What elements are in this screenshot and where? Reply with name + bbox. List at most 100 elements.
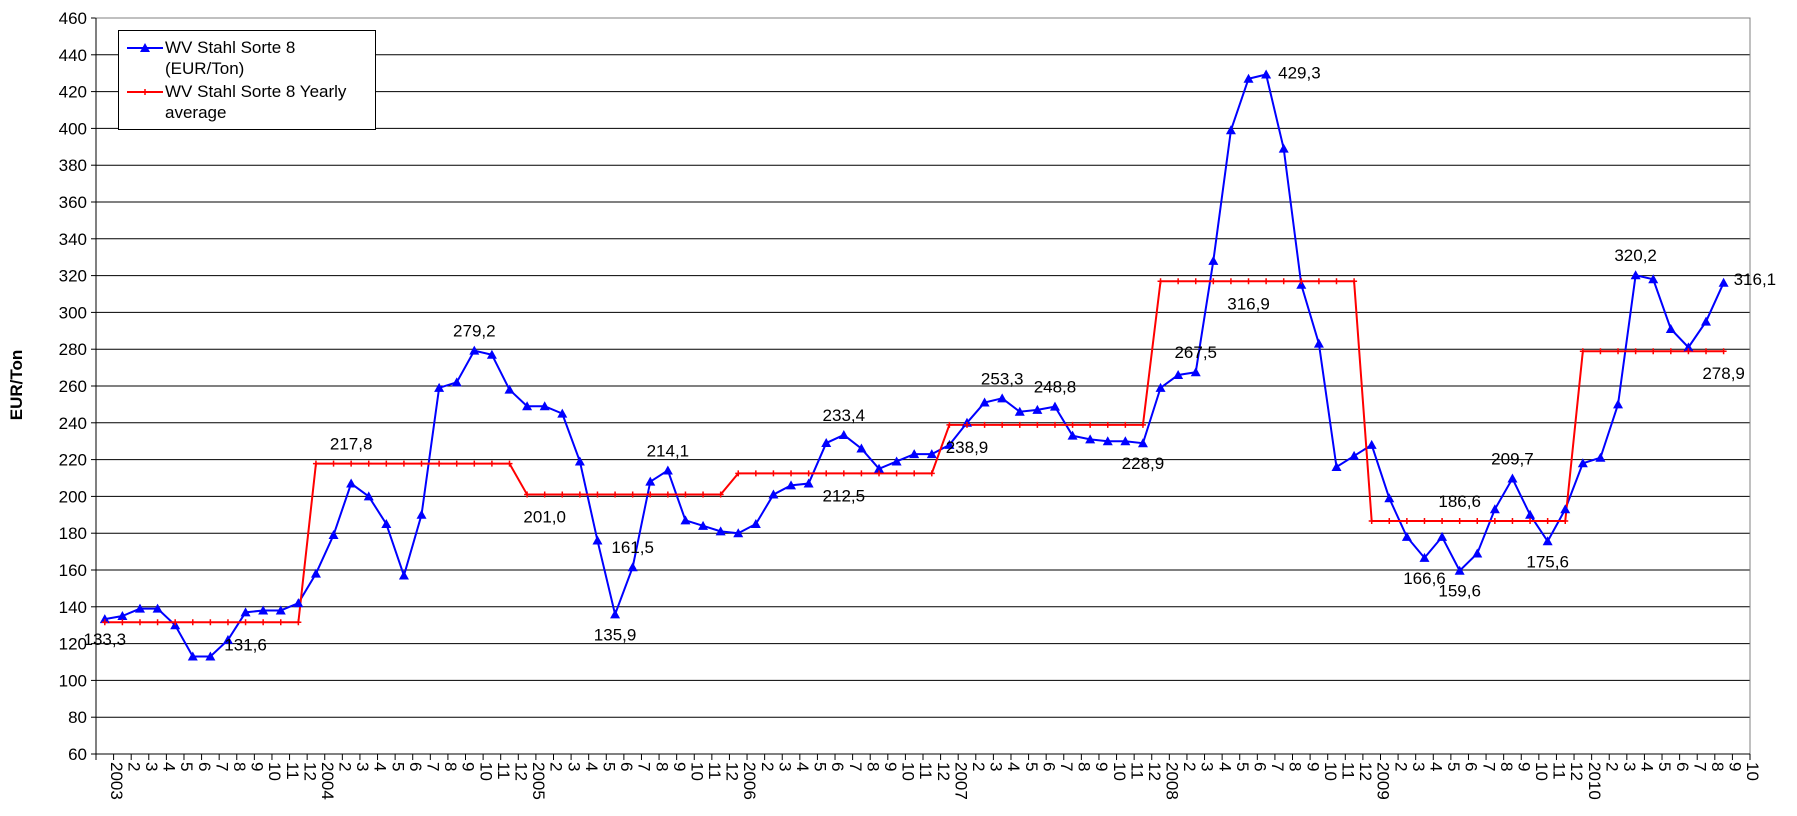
point (1384, 493, 1395, 503)
point (1120, 436, 1131, 446)
point (629, 491, 636, 498)
point (1368, 518, 1375, 525)
x-tick-label: 4 (1004, 762, 1023, 771)
point (963, 421, 970, 428)
point (539, 401, 550, 411)
y-tick-label: 260 (59, 377, 87, 396)
legend-marker (140, 43, 150, 52)
point (365, 460, 372, 467)
point (1386, 518, 1393, 525)
x-tick-label: 3 (1620, 762, 1639, 771)
x-tick-label: 6 (406, 762, 425, 771)
x-tick-label: 7 (846, 762, 865, 771)
point (821, 438, 832, 448)
point (310, 568, 321, 578)
point (471, 460, 478, 467)
x-tick-label: 8 (1286, 762, 1305, 771)
data-label: 161,5 (611, 538, 654, 557)
x-tick-label: 3 (564, 762, 583, 771)
data-label: 233,4 (823, 406, 866, 425)
point (1034, 421, 1041, 428)
x-tick-label: 2 (1180, 762, 1199, 771)
y-axis-label: EUR/Ton (7, 350, 26, 421)
point (647, 491, 654, 498)
point (1175, 278, 1182, 285)
data-label: 131,6 (224, 635, 267, 654)
point (662, 465, 673, 475)
x-tick-label: 10 (1532, 762, 1551, 781)
point (805, 470, 812, 477)
point (1597, 348, 1604, 355)
x-tick-label: 10 (899, 762, 918, 781)
y-tick-label: 180 (59, 524, 87, 543)
x-tick-label: 9 (1514, 762, 1533, 771)
point (999, 421, 1006, 428)
data-label: 238,9 (946, 438, 989, 457)
point (1685, 348, 1692, 355)
point (979, 397, 990, 407)
point (187, 651, 198, 661)
point (981, 421, 988, 428)
point (1667, 348, 1674, 355)
x-tick-label: 6 (195, 762, 214, 771)
point (893, 470, 900, 477)
point (486, 349, 497, 359)
point (1227, 278, 1234, 285)
x-tick-label: 8 (230, 762, 249, 771)
data-label: 186,6 (1438, 492, 1481, 511)
data-label: 320,2 (1614, 246, 1657, 265)
point (119, 619, 126, 626)
y-tick-label: 360 (59, 193, 87, 212)
point (1542, 536, 1553, 546)
point (926, 449, 937, 459)
point (752, 470, 759, 477)
x-tick-label: 7 (1690, 762, 1709, 771)
x-tick-label: 5 (1444, 762, 1463, 771)
x-tick-label: 7 (1057, 762, 1076, 771)
point (645, 476, 656, 486)
point (1014, 406, 1025, 416)
point (1208, 255, 1219, 265)
y-tick-label: 320 (59, 267, 87, 286)
point (275, 605, 286, 615)
x-tick-label: 2010 (1585, 762, 1604, 800)
point (664, 491, 671, 498)
point (453, 460, 460, 467)
point (1720, 348, 1727, 355)
data-label: 267,5 (1174, 343, 1217, 362)
point (1333, 278, 1340, 285)
x-tick-label: 11 (494, 762, 513, 780)
x-tick-label: 4 (1215, 762, 1234, 771)
legend: WV Stahl Sorte 8 (EUR/Ton) WV Stahl Sorte… (118, 30, 376, 130)
x-tick-label: 10 (687, 762, 706, 781)
x-tick-label: 9 (1726, 762, 1745, 771)
point (1701, 316, 1712, 326)
x-tick-label: 4 (160, 762, 179, 771)
x-tick-label: 12 (1567, 762, 1586, 781)
point (1421, 518, 1428, 525)
x-tick-label: 7 (635, 762, 654, 771)
x-tick-label: 3 (987, 762, 1006, 771)
y-tick-label: 160 (59, 561, 87, 580)
x-tick-label: 6 (828, 762, 847, 771)
x-tick-label: 9 (670, 762, 689, 771)
point (891, 456, 902, 466)
point (557, 408, 568, 418)
x-tick-label: 2009 (1374, 762, 1393, 800)
point (1595, 452, 1606, 462)
data-label: 209,7 (1491, 450, 1534, 469)
point (1298, 278, 1305, 285)
point (295, 619, 302, 626)
point (1157, 278, 1164, 285)
x-tick-label: 11 (283, 762, 302, 780)
x-tick-label: 2 (124, 762, 143, 771)
point (1456, 518, 1463, 525)
data-label: 159,6 (1438, 582, 1481, 601)
point (293, 598, 304, 608)
x-tick-label: 10 (1743, 762, 1762, 781)
point (416, 509, 427, 519)
x-tick-label: 12 (723, 762, 742, 781)
point (348, 460, 355, 467)
point (1527, 518, 1534, 525)
